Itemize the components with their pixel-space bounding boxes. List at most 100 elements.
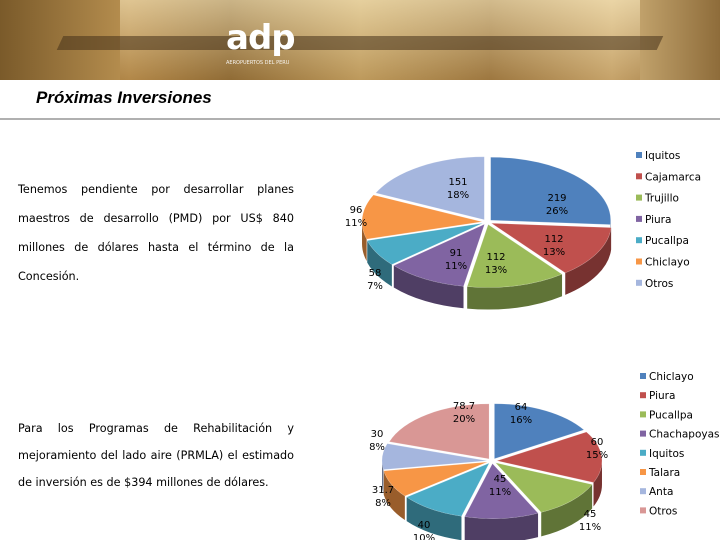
pie-slice-side [565,227,612,295]
pmd-line: Tenemos pendiente por desarrollar planes [18,183,294,196]
page-title: Próximas Inversiones [36,88,212,107]
data-label-value: 30 [371,429,384,440]
prmla-line: de inversión es de $394 millones de dóla… [18,476,269,489]
data-label-value: 40 [418,520,431,531]
data-label-percent: 8% [375,498,391,509]
pie-slice-side [467,274,563,310]
legend-item: Piura [649,390,675,402]
adp-logo: adp AEROPUERTOS DEL PERU [218,18,313,78]
pie-slice-side [383,470,405,521]
pie-slice-piura [393,223,486,287]
data-label-percent: 7% [367,281,383,292]
pie-slice-side [593,460,602,507]
data-label-value: 78.7 [453,401,475,412]
legend-swatch [640,373,646,379]
pie-slice-piura [495,431,603,483]
legend-item: Cajamarca [645,171,701,183]
data-label-percent: 11% [579,522,601,533]
legend-item: Trujillo [644,193,679,205]
legend-item: Chiclayo [645,257,690,269]
legend-swatch [636,152,642,158]
pie-slice-otros [388,403,490,460]
pie-slice-side [367,240,392,287]
legend-item: Pucallpa [649,409,693,421]
legend-item: Otros [649,505,677,517]
legend-swatch [636,173,642,180]
data-label-value: 45 [494,474,507,485]
data-label-value: 91 [450,248,463,259]
prmla-line: mejoramiento del lado aire (PRMLA) el es… [18,449,294,462]
header-banner: adp AEROPUERTOS DEL PERU [0,0,720,80]
legend-item: Iquitos [645,150,680,162]
data-label-percent: 11% [489,487,511,498]
pie-slice-talara [383,461,488,497]
data-label-value: 219 [547,193,566,204]
pie-chart-1: 219 26% 112 13% 112 13% 91 11% 58 7% 96 11% 151 18% Iq… [345,150,701,310]
legend-item: Chiclayo [649,371,694,383]
pie-slice-anta [381,443,488,470]
data-label-value: 58 [369,268,382,279]
pie-slice-iquitos [490,156,611,225]
legend-swatch [636,258,642,265]
data-label-value: 60 [591,437,604,448]
pie-slice-side [541,484,593,537]
legend-swatch [636,237,642,244]
pie-slice-side [464,513,539,540]
data-label-value: 151 [448,177,467,188]
pie-slice-side [382,460,384,494]
data-label-percent: 20% [453,414,475,425]
pmd-line: millones de dólares hasta el término de … [18,241,294,254]
pie-slice-pucallpa [366,222,483,265]
data-label-value: 112 [544,234,563,245]
legend-swatch [640,449,646,456]
logo-subtitle: AEROPUERTOS DEL PERU [226,60,290,66]
pmd-paragraph: Tenemos pendiente por desarrollar planes… [18,175,294,291]
prmla-line: Para los Programas de Rehabilitación y [18,422,294,435]
pie-slice-chiclayo [361,194,483,240]
legend-swatch [640,507,646,514]
pie-slice-chiclayo [494,403,585,460]
legend-swatch [636,194,642,201]
data-label-value: 64 [515,402,528,413]
logo-name: adp [226,18,296,58]
data-label-percent: 15% [586,450,608,461]
legend-item: Otros [645,278,673,290]
legend-swatch [636,215,642,222]
data-label-percent: 10% [413,533,435,540]
pie-slice-pucallpa [494,462,593,513]
legend-item: Pucallpa [645,235,689,247]
pie-slice-trujillo [466,224,563,288]
data-label-value: 96 [350,205,363,216]
pie-slice-side [393,265,464,309]
data-label-value: 31.7 [372,485,394,496]
data-label-percent: 11% [445,261,467,272]
pmd-line: maestros de desarrollo (PMD) por US$ 840 [18,212,294,225]
title-divider [0,118,720,120]
legend-swatch [640,392,646,399]
data-label-percent: 26% [546,206,568,217]
pie-slice-chachapoyas [464,463,539,519]
legend-item: Chachapoyas [649,429,720,441]
legend-swatch [640,430,646,437]
pie-slice-otros [375,156,485,221]
legend-swatch [640,411,646,418]
legend-swatch [636,279,642,286]
legend-swatch [640,469,646,475]
legend-item: Piura [645,214,671,226]
prmla-paragraph: Para los Programas de Rehabilitación y m… [18,415,294,496]
pie-slice-side [362,221,367,262]
data-label-value: 45 [584,509,597,520]
pie-slice-cajamarca [490,222,612,274]
pmd-line: Concesión. [18,270,80,283]
legend-swatch [640,488,646,495]
pie-slice-iquitos [406,462,490,517]
data-label-percent: 18% [447,190,469,201]
data-label-percent: 13% [485,265,507,276]
data-label-percent: 13% [543,247,565,258]
data-label-percent: 11% [345,218,367,229]
data-label-percent: 8% [369,442,385,453]
pie-slice-side [406,497,462,540]
data-label-percent: 16% [510,415,532,426]
pie-chart-2: 64 16% 60 15% 45 11% 45 11% 40 10% 31.7 8% 30 8% 78.7 2… [369,371,720,540]
